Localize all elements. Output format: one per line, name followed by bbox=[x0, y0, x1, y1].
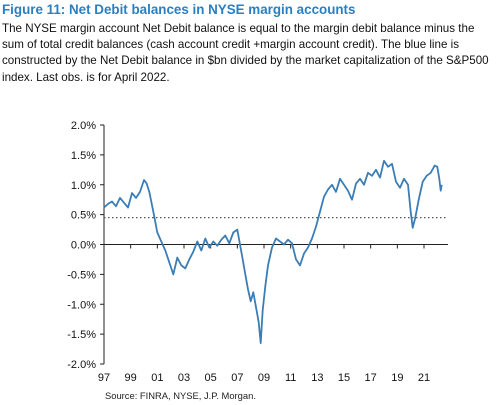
x-tick-label: 07 bbox=[231, 372, 243, 384]
y-axis: 2.0% 1.5% 1.0% 0.5% 0.0% -0.5% -1.0% -1.5% -2.0% bbox=[67, 120, 105, 371]
y-tick-label: -2.0% bbox=[67, 359, 96, 371]
y-tick-label: 1.5% bbox=[71, 150, 96, 162]
figure-description: The NYSE margin account Net Debit balanc… bbox=[2, 22, 489, 84]
x-tick-label: 01 bbox=[151, 372, 163, 384]
x-tick-label: 17 bbox=[365, 372, 377, 384]
x-tick-label: 05 bbox=[205, 372, 217, 384]
x-tick-label: 15 bbox=[338, 372, 350, 384]
x-tick-label: 13 bbox=[311, 372, 323, 384]
x-tick-label: 99 bbox=[125, 372, 137, 384]
series-group bbox=[103, 159, 443, 344]
x-tick-label: 97 bbox=[98, 372, 110, 384]
source-note: Source: FINRA, NYSE, J.P. Morgan. bbox=[105, 390, 256, 401]
y-tick-label: -1.0% bbox=[67, 299, 96, 311]
y-tick-label: 0.0% bbox=[71, 240, 96, 252]
y-tick-label: 1.0% bbox=[71, 180, 96, 192]
y-tick-label: -0.5% bbox=[67, 269, 96, 281]
x-axis: 97 99 01 03 05 07 09 11 13 15 17 19 21 bbox=[98, 244, 448, 384]
y-tick-label: 2.0% bbox=[71, 120, 96, 132]
x-tick-label: 03 bbox=[178, 372, 190, 384]
x-tick-label: 11 bbox=[285, 372, 296, 384]
figure-title: Figure 11: Net Debit balances in NYSE ma… bbox=[2, 2, 356, 17]
x-tick-label: 21 bbox=[418, 372, 430, 384]
y-tick-label: -1.5% bbox=[67, 329, 96, 341]
x-tick-label: 09 bbox=[258, 372, 270, 384]
series-line-net-debit bbox=[103, 159, 443, 344]
x-tick-label: 19 bbox=[391, 372, 403, 384]
y-tick-label: 0.5% bbox=[71, 210, 96, 222]
